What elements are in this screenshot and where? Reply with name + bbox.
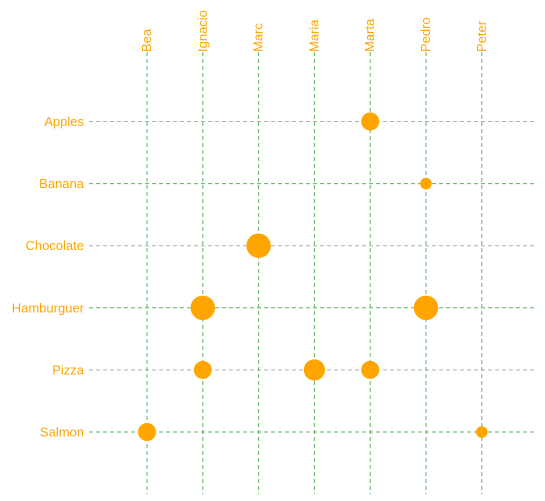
x-tick-label-maria: Maria (306, 19, 321, 52)
point-marc-chocolate (246, 233, 271, 258)
data-points (138, 112, 488, 441)
x-tick-label-ignacio: Ignacio (195, 10, 210, 52)
point-bea-salmon (138, 423, 156, 441)
point-peter-salmon (476, 426, 488, 438)
y-tick-label-pizza: Pizza (52, 362, 85, 377)
x-tick-labels: Bea Ignacio Marc Maria Marta Pedro Peter (139, 10, 489, 52)
point-maria-pizza (303, 359, 325, 381)
x-tick-label-pedro: Pedro (418, 17, 433, 52)
y-tick-label-salmon: Salmon (40, 425, 84, 440)
y-tick-label-chocolate: Chocolate (25, 238, 84, 253)
x-tick-label-marta: Marta (362, 18, 377, 52)
y-tick-label-banana: Banana (39, 176, 85, 191)
point-pedro-banana (420, 177, 432, 190)
point-marta-apples (361, 112, 380, 131)
grid-lines (89, 52, 537, 494)
y-tick-label-hamburguer: Hamburguer (12, 300, 85, 315)
y-tick-label-apples: Apples (44, 114, 84, 129)
y-tick-labels: Apples Banana Chocolate Hamburguer Pizza Salm… (12, 114, 85, 440)
point-marta-pizza (361, 360, 380, 379)
x-tick-label-peter: Peter (474, 20, 489, 52)
point-ignacio-hamburguer (190, 295, 215, 320)
x-tick-label-marc: Marc (251, 23, 266, 52)
point-pedro-hamburguer (413, 295, 439, 320)
x-tick-label-bea: Bea (139, 28, 154, 52)
point-ignacio-pizza (193, 360, 212, 379)
